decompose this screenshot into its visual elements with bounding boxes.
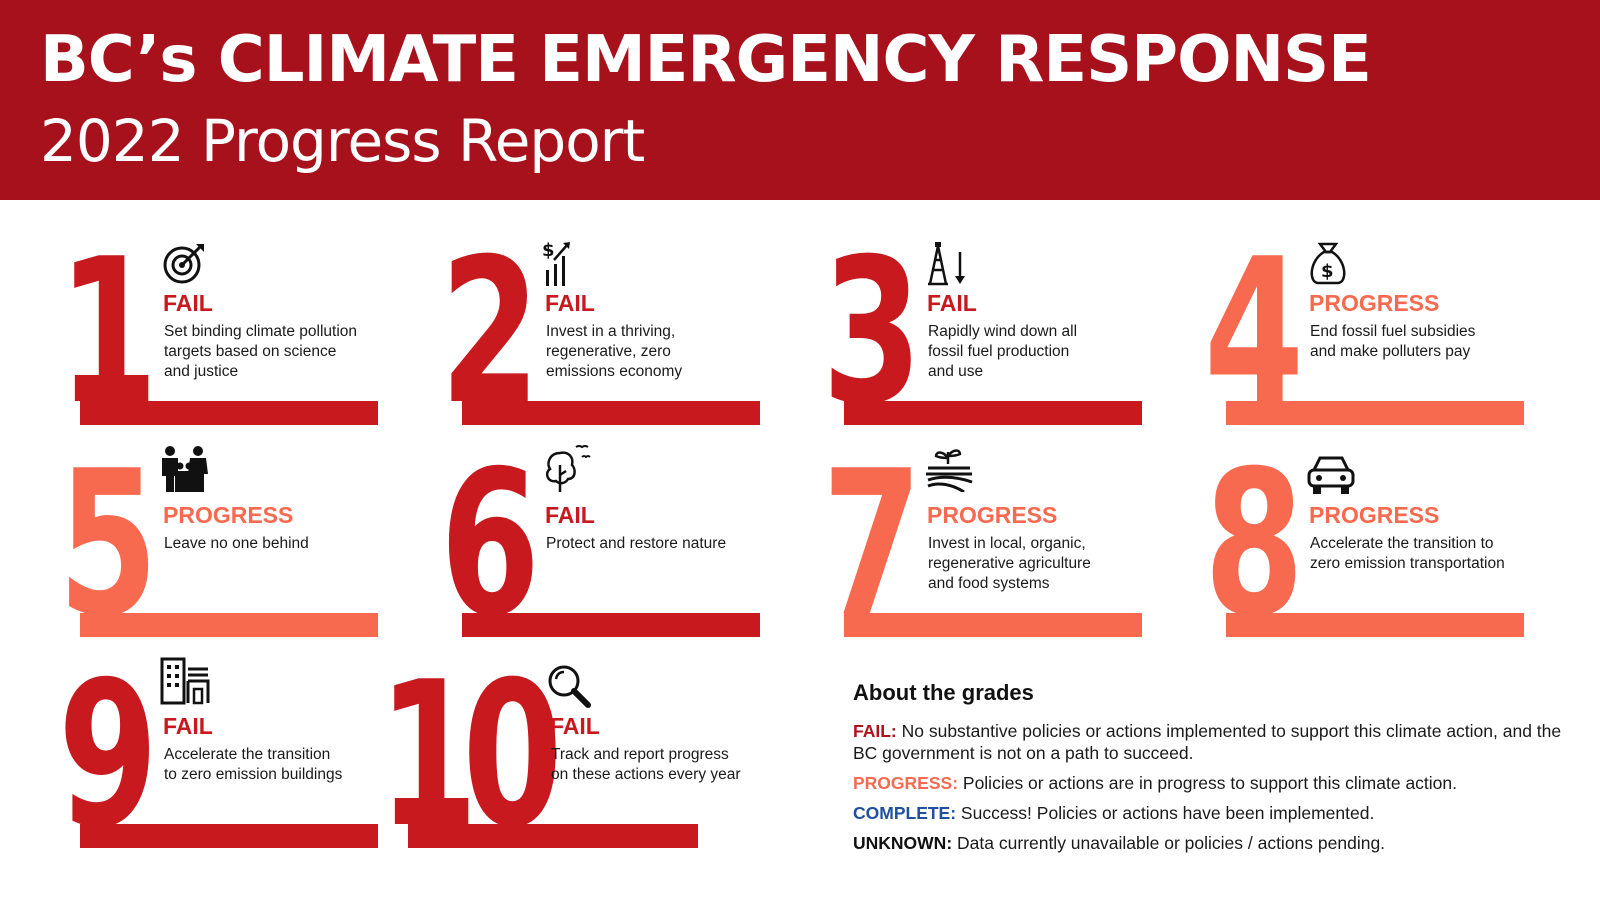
action-number: 4 bbox=[1204, 216, 1304, 449]
page-title: BC’s CLIMATE EMERGENCY RESPONSE bbox=[40, 23, 1372, 97]
action-grade: PROGRESS bbox=[1309, 290, 1440, 316]
legend-title: About the grades bbox=[853, 680, 1034, 705]
action-underline bbox=[80, 613, 378, 637]
legend-text: Data currently unavailable or policies /… bbox=[952, 833, 1386, 853]
action-grade: PROGRESS bbox=[927, 502, 1058, 528]
family-icon bbox=[162, 446, 208, 492]
legend-label: FAIL: bbox=[853, 721, 897, 741]
legend-text: Success! Policies or actions have been i… bbox=[956, 803, 1375, 823]
action-underline bbox=[462, 401, 760, 425]
grades-legend: About the grades FAIL: No substantive po… bbox=[853, 680, 1573, 862]
action-grade: FAIL bbox=[927, 290, 977, 316]
action-card-6: 6 FAIL Protect and restore nature bbox=[440, 428, 760, 661]
action-grade: FAIL bbox=[163, 290, 213, 316]
action-description: Protect and restore nature bbox=[546, 535, 727, 552]
action-number: 5 bbox=[58, 428, 158, 661]
action-number: 2 bbox=[440, 216, 540, 449]
svg-text:$: $ bbox=[542, 240, 555, 261]
action-number: 8 bbox=[1204, 428, 1304, 661]
legend-text: Policies or actions are in progress to s… bbox=[958, 773, 1458, 793]
action-card-7: 7 PROGRESS Invest in local, organic, reg… bbox=[822, 428, 1142, 661]
growth-chart-icon: $ bbox=[542, 240, 570, 286]
action-grade: FAIL bbox=[163, 713, 213, 739]
farm-field-icon bbox=[926, 449, 973, 492]
target-icon bbox=[163, 244, 204, 284]
action-card-2: 2 $ FAIL Invest in a thriving, regenerat… bbox=[440, 216, 760, 449]
money-bag-icon: $ bbox=[1310, 242, 1346, 285]
action-card-9: 9 FAIL Accelerate the transition to zero… bbox=[58, 639, 378, 872]
action-number: 3 bbox=[822, 216, 922, 449]
action-underline bbox=[1226, 613, 1524, 637]
action-card-4: 4 $ PROGRESS End fossil fuel subsidies a… bbox=[1204, 216, 1524, 449]
car-icon bbox=[1307, 456, 1355, 494]
action-underline bbox=[80, 824, 378, 848]
page-subtitle: 2022 Progress Report bbox=[40, 107, 645, 175]
legend-item-complete: COMPLETE: Success! Policies or actions h… bbox=[853, 802, 1573, 824]
action-description: Rapidly wind down all fossil fuel produc… bbox=[928, 323, 1078, 380]
action-description: Accelerate the transition to zero emissi… bbox=[1310, 535, 1505, 572]
action-card-8: 8 PROGRESS Accelerate the transition to … bbox=[1204, 428, 1524, 661]
action-underline bbox=[1226, 401, 1524, 425]
action-underline bbox=[462, 613, 760, 637]
action-card-10: 10 FAIL Track and report progress on the… bbox=[378, 639, 760, 872]
action-description: Track and report progress on these actio… bbox=[551, 746, 741, 783]
action-description: Invest in a thriving, regenerative, zero… bbox=[546, 323, 683, 380]
legend-item-progress: PROGRESS: Policies or actions are in pro… bbox=[853, 772, 1573, 794]
legend-label: COMPLETE: bbox=[853, 803, 957, 823]
legend-item-unknown: UNKNOWN: Data currently unavailable or p… bbox=[853, 832, 1573, 854]
svg-text:$: $ bbox=[1321, 261, 1334, 282]
oil-derrick-icon bbox=[928, 242, 965, 286]
action-card-5: 5 PROGRESS Leave no one behind bbox=[58, 428, 378, 661]
action-description: Invest in local, organic, regenerative a… bbox=[928, 535, 1091, 592]
action-number: 6 bbox=[440, 428, 540, 661]
legend-item-fail: FAIL: No substantive policies or actions… bbox=[853, 720, 1573, 764]
header-banner: BC’s CLIMATE EMERGENCY RESPONSE 2022 Pro… bbox=[0, 0, 1600, 200]
action-underline bbox=[844, 401, 1142, 425]
tree-birds-icon bbox=[545, 445, 591, 492]
action-underline bbox=[408, 824, 698, 848]
action-underline bbox=[844, 613, 1142, 637]
action-number: 9 bbox=[58, 639, 158, 872]
action-grade: FAIL bbox=[545, 502, 595, 528]
legend-label: PROGRESS: bbox=[853, 773, 959, 793]
action-description: Leave no one behind bbox=[164, 535, 309, 552]
action-number: 1 bbox=[58, 216, 158, 449]
action-description: Set binding climate pollution targets ba… bbox=[164, 323, 358, 380]
action-card-3: 3 FAIL Rapidly wind down all fossil fuel… bbox=[822, 216, 1142, 449]
action-number: 10 bbox=[378, 639, 563, 872]
action-description: Accelerate the transition to zero emissi… bbox=[164, 746, 343, 783]
magnifier-icon bbox=[548, 665, 591, 708]
action-grade: FAIL bbox=[545, 290, 595, 316]
action-description: End fossil fuel subsidies and make pollu… bbox=[1310, 323, 1476, 360]
action-card-1: 1 FAIL Set binding climate pollution tar… bbox=[58, 216, 378, 449]
action-number: 7 bbox=[822, 428, 922, 661]
action-grade: PROGRESS bbox=[1309, 502, 1440, 528]
action-grade: PROGRESS bbox=[163, 502, 294, 528]
action-grade: FAIL bbox=[550, 713, 600, 739]
legend-label: UNKNOWN: bbox=[853, 833, 953, 853]
buildings-icon bbox=[160, 657, 210, 705]
action-underline bbox=[80, 401, 378, 425]
legend-text: No substantive policies or actions imple… bbox=[853, 721, 1562, 763]
